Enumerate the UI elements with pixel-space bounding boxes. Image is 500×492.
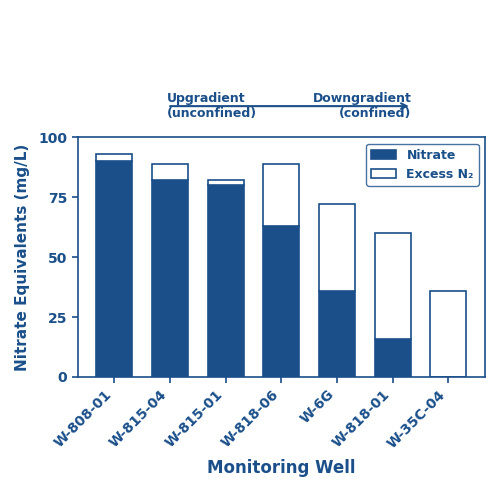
- Text: Upgradient
(unconfined): Upgradient (unconfined): [168, 92, 258, 120]
- Bar: [374, 338, 411, 377]
- Bar: [208, 181, 244, 185]
- Bar: [208, 185, 244, 377]
- Legend: Nitrate, Excess N₂: Nitrate, Excess N₂: [366, 144, 479, 186]
- Bar: [319, 204, 355, 291]
- Bar: [96, 154, 132, 161]
- Y-axis label: Nitrate Equivalents (mg/L): Nitrate Equivalents (mg/L): [15, 144, 30, 371]
- Bar: [264, 226, 300, 377]
- Text: Downgradient
(confined): Downgradient (confined): [313, 92, 412, 120]
- X-axis label: Monitoring Well: Monitoring Well: [207, 459, 356, 477]
- Bar: [96, 161, 132, 377]
- Bar: [264, 164, 300, 226]
- Bar: [319, 291, 355, 377]
- Bar: [152, 181, 188, 377]
- Bar: [430, 291, 466, 377]
- Bar: [374, 233, 411, 338]
- Bar: [152, 164, 188, 181]
